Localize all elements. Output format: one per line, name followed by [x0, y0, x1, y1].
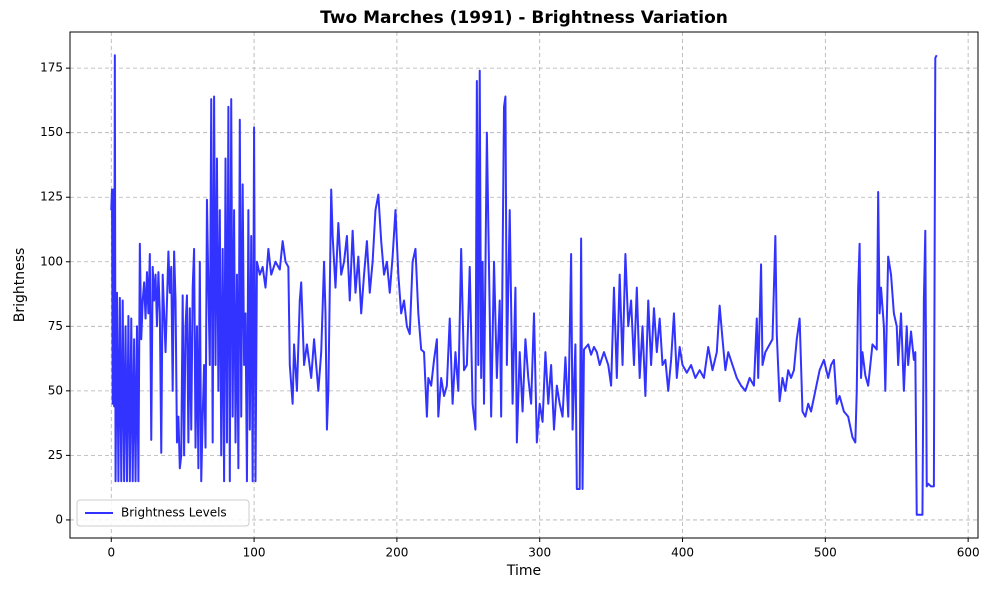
chart-title: Two Marches (1991) - Brightness Variatio…: [320, 8, 728, 28]
x-tick-label: 400: [671, 546, 694, 560]
x-tick-label: 500: [814, 546, 837, 560]
x-axis-label: Time: [506, 563, 541, 579]
plot-frame: [69, 31, 979, 539]
y-tick-label: 150: [40, 125, 63, 139]
legend-label: Brightness Levels: [121, 506, 227, 520]
x-tick-label: 600: [957, 546, 980, 560]
x-tick-label: 300: [528, 546, 551, 560]
data-line: [110, 54, 938, 516]
y-tick-label: 25: [48, 448, 63, 462]
y-tick-label: 175: [40, 61, 63, 75]
x-tick-label: 0: [107, 546, 115, 560]
y-tick-label: 100: [40, 254, 63, 268]
x-tick-label: 200: [385, 546, 408, 560]
y-tick-label: 125: [40, 190, 63, 204]
x-tick-label: 100: [243, 546, 266, 560]
y-tick-label: 0: [55, 512, 63, 526]
y-tick-label: 75: [48, 319, 63, 333]
y-axis-label: Brightness: [12, 248, 28, 323]
legend-box: [76, 499, 250, 527]
legend: Brightness Levels: [76, 499, 250, 527]
y-tick-label: 50: [48, 383, 63, 397]
